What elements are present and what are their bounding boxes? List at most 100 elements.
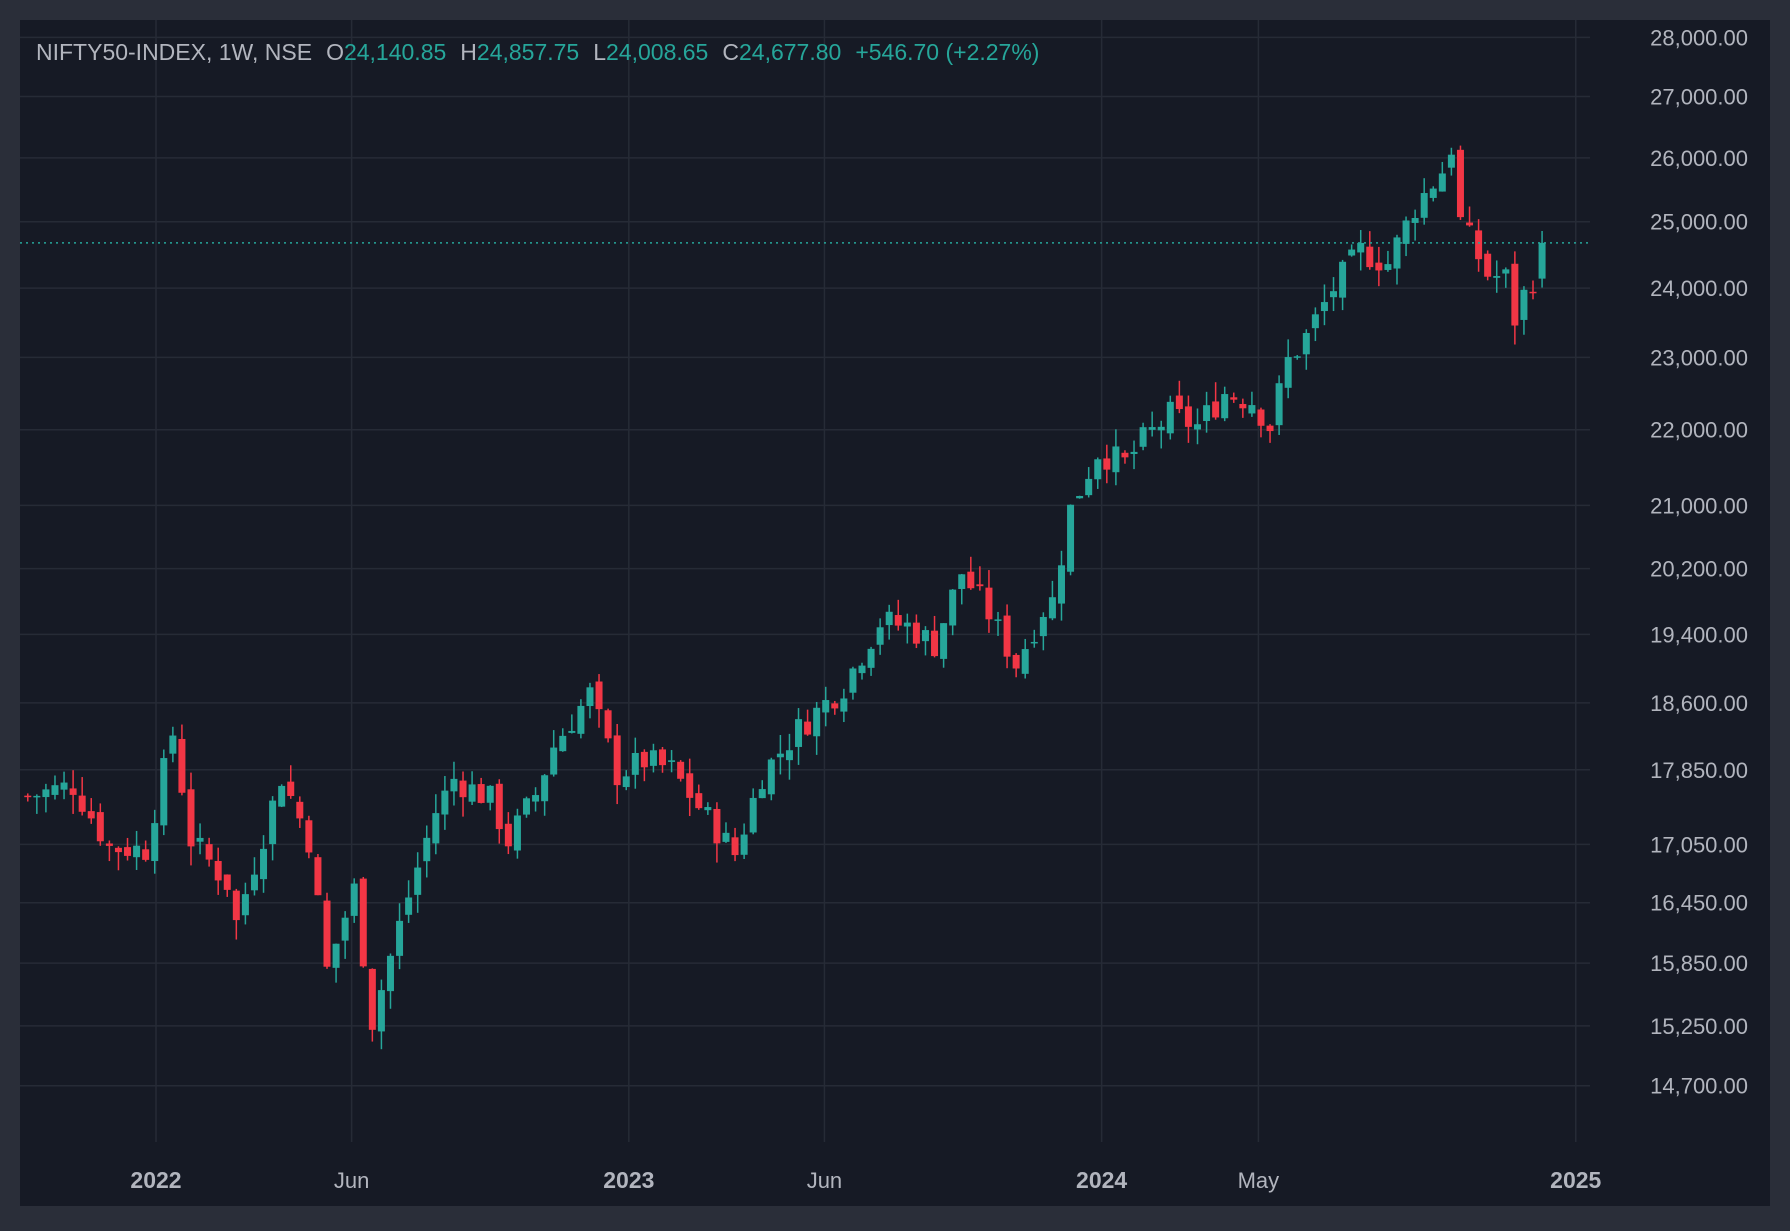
candle-body <box>622 776 630 788</box>
candle-body <box>1438 173 1446 192</box>
candle-body <box>1402 220 1410 244</box>
candle-body <box>713 808 721 844</box>
candle-body <box>377 990 385 1032</box>
y-tick-label: 14,700.00 <box>1650 1074 1748 1099</box>
candle-body <box>33 795 41 798</box>
candle-body <box>731 837 739 856</box>
candle-body <box>1484 253 1492 277</box>
candle-body <box>668 760 676 762</box>
candle-body <box>1139 427 1147 447</box>
candle-body <box>949 589 957 626</box>
candle-body <box>1257 409 1265 426</box>
candle-body <box>495 783 503 830</box>
candle-body <box>1021 649 1029 674</box>
candle-body <box>1221 394 1229 419</box>
legend-high-label: H <box>460 39 477 65</box>
legend-low-value: 24,008.65 <box>606 39 708 65</box>
candle-body <box>1456 149 1464 218</box>
candle-body <box>1393 237 1401 269</box>
y-tick-label: 17,850.00 <box>1650 758 1748 783</box>
candle-body <box>858 665 866 674</box>
candle-body <box>214 860 222 881</box>
candle-body <box>368 968 376 1030</box>
candle-body <box>1130 451 1138 454</box>
candle-body <box>296 801 304 819</box>
legend-high-value: 24,857.75 <box>477 39 579 65</box>
candle-body <box>1212 401 1220 418</box>
y-tick-label: 16,450.00 <box>1650 891 1748 916</box>
candle-body <box>631 752 639 775</box>
candle-body <box>649 750 657 766</box>
candle-body <box>350 883 358 916</box>
y-tick-label: 23,000.00 <box>1650 345 1748 370</box>
x-axis-labels: 2022 Jun 2023 Jun 2024 May 2025 <box>130 1167 1601 1193</box>
candle-body <box>1429 188 1437 198</box>
candle-body <box>1166 401 1174 434</box>
x-tick-label: Jun <box>807 1168 842 1193</box>
candle-body <box>994 619 1002 621</box>
y-axis-labels: 28,000.00 27,000.00 26,000.00 25,000.00 24,0… <box>1650 25 1748 1098</box>
candle-body <box>1366 246 1374 268</box>
candle-body <box>477 784 485 803</box>
candle-body <box>1112 446 1120 473</box>
candle-body <box>450 778 458 792</box>
y-tick-label: 27,000.00 <box>1650 85 1748 110</box>
candle-body <box>187 789 195 847</box>
candle-body <box>1330 291 1338 298</box>
candle-body <box>1529 291 1537 294</box>
legend-low-label: L <box>593 39 606 65</box>
grid-lines <box>20 20 1590 1142</box>
candle-body <box>314 857 322 896</box>
candle-body <box>613 735 621 786</box>
candle-body <box>513 815 521 851</box>
candle-body <box>1375 262 1383 271</box>
candle-body <box>1339 261 1347 298</box>
candle-body <box>604 710 612 739</box>
candle-body <box>178 738 186 793</box>
chart-background <box>20 20 1770 1206</box>
candle-body <box>1520 289 1528 320</box>
legend-close-label: C <box>722 39 739 65</box>
candle-body <box>1266 425 1274 432</box>
candle-body <box>42 789 50 798</box>
candle-body <box>840 698 848 712</box>
candle-body <box>894 615 902 626</box>
candle-body <box>114 847 122 853</box>
candle-body <box>767 759 775 795</box>
candle-body <box>940 623 948 659</box>
candle-body <box>196 837 204 842</box>
candle-body <box>1175 395 1183 410</box>
candle-body <box>151 823 159 862</box>
candle-body <box>1293 356 1301 358</box>
candle-body <box>595 681 603 710</box>
candle-body <box>740 834 748 855</box>
candle-body <box>69 788 77 795</box>
candle-body <box>278 785 286 807</box>
legend-close-value: 24,677.80 <box>739 39 841 65</box>
y-tick-label: 26,000.00 <box>1650 146 1748 171</box>
x-tick-label: Jun <box>334 1168 369 1193</box>
candle-body <box>550 747 558 775</box>
candle-body <box>1003 615 1011 657</box>
candle-body <box>1475 230 1483 260</box>
candle-body <box>686 773 694 798</box>
candle-body <box>577 705 585 734</box>
candle-body <box>160 758 168 826</box>
candle-body <box>142 849 150 860</box>
candle-body <box>849 668 857 693</box>
candle-body <box>341 917 349 941</box>
candle-body <box>423 837 431 862</box>
candle-body <box>1284 357 1292 388</box>
candle-body <box>1148 427 1156 430</box>
y-tick-label: 20,200.00 <box>1650 557 1748 582</box>
candle-body <box>232 890 240 921</box>
candle-body <box>260 848 268 880</box>
candle-body <box>677 761 685 779</box>
candle-body <box>967 571 975 589</box>
y-tick-label: 15,850.00 <box>1650 951 1748 976</box>
candle-body <box>1094 459 1102 480</box>
candle-body <box>486 785 494 803</box>
candle-body <box>87 811 95 819</box>
